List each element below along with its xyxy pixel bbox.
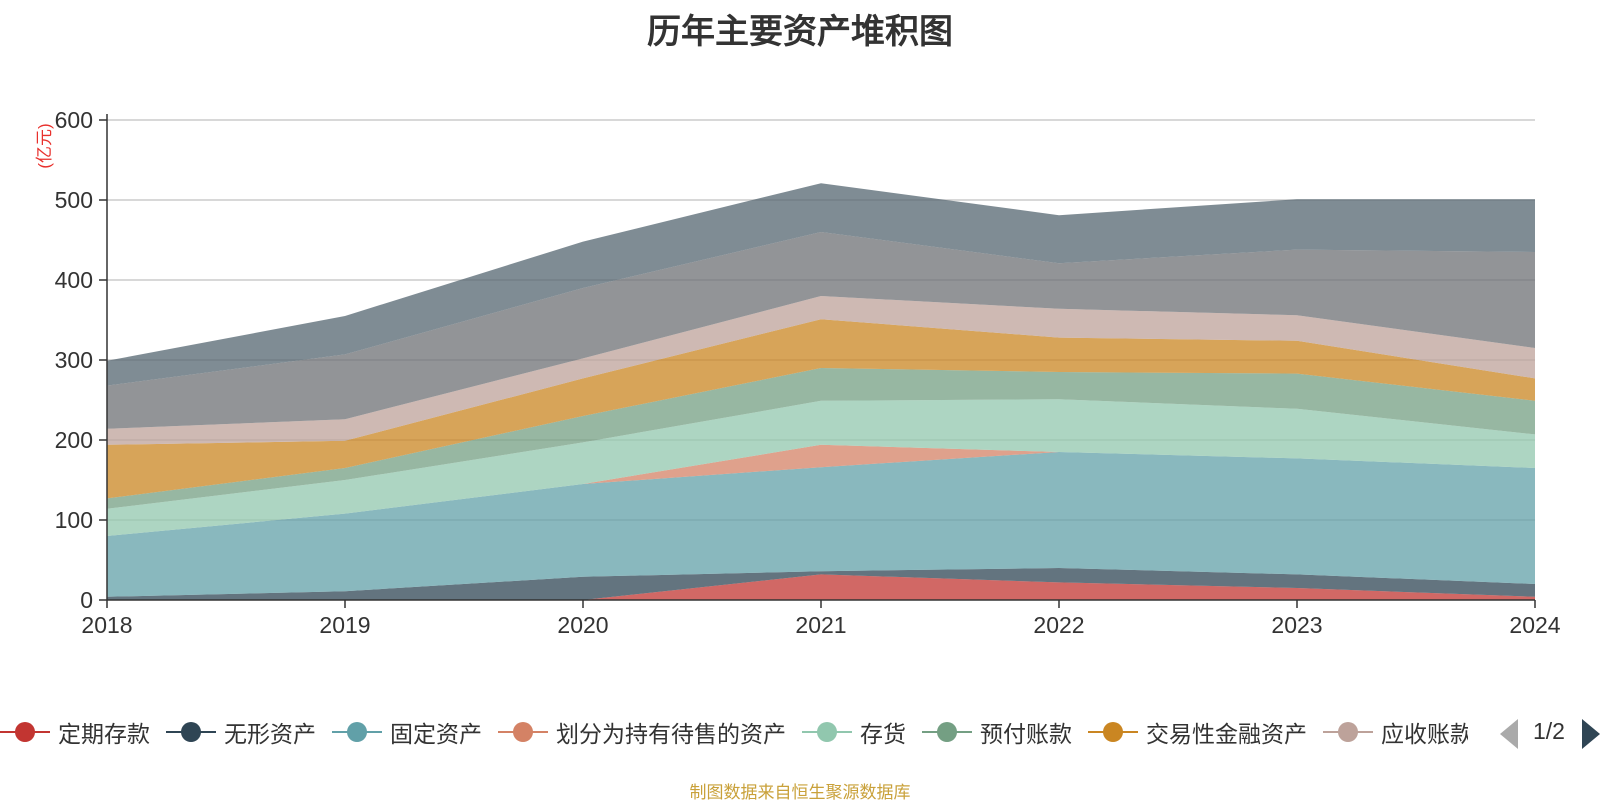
- area-series-8: [107, 232, 1535, 429]
- legend-item-label: 应收账款: [1381, 721, 1468, 747]
- area-series-3: [107, 444, 1535, 536]
- x-tick-label: 2019: [319, 612, 370, 638]
- area-series-2: [107, 452, 1535, 597]
- x-tick-label: 2024: [1509, 612, 1560, 638]
- y-tick-label: 400: [55, 267, 93, 293]
- x-tick-label: 2018: [81, 612, 132, 638]
- area-series-6: [107, 319, 1535, 499]
- legend-page-indicator: 1/2: [1533, 718, 1565, 744]
- legend-item-label: 定期存款: [58, 721, 150, 747]
- legend-item[interactable]: 预付账款: [922, 715, 1072, 749]
- circle-marker-icon: [0, 722, 50, 742]
- legend-item[interactable]: 无形资产: [166, 715, 316, 749]
- x-tick-label: 2023: [1271, 612, 1322, 638]
- y-tick-label: 600: [55, 107, 93, 133]
- legend-viewport: 定期存款 无形资产 固定资产 划分为持有待售的资产 存货 预付账款 交易性金融资产 应收账款: [0, 712, 1468, 752]
- y-tick-label: 200: [55, 427, 93, 453]
- y-tick-label: 0: [80, 587, 93, 613]
- data-source-note: 制图数据来自恒生聚源数据库: [689, 783, 911, 802]
- y-unit-label: (亿元): [35, 123, 54, 168]
- x-tick-label: 2022: [1033, 612, 1084, 638]
- legend-item-label: 交易性金融资产: [1146, 721, 1307, 747]
- circle-marker-icon: [1323, 722, 1373, 742]
- circle-marker-icon: [332, 722, 382, 742]
- circle-marker-icon: [922, 722, 972, 742]
- x-tick-label: 2020: [557, 612, 608, 638]
- triangle-right-icon[interactable]: [1582, 719, 1600, 749]
- circle-marker-icon: [498, 722, 548, 742]
- circle-marker-icon: [1088, 722, 1138, 742]
- area-series-9: [107, 183, 1535, 386]
- legend-item[interactable]: 划分为持有待售的资产: [498, 715, 786, 749]
- y-tick-label: 300: [55, 347, 93, 373]
- triangle-left-icon[interactable]: [1500, 719, 1518, 749]
- y-tick-label: 100: [55, 507, 93, 533]
- circle-marker-icon: [802, 722, 852, 742]
- legend-pager: 1/2: [1498, 716, 1600, 750]
- area-series-1: [107, 568, 1535, 600]
- chart-title: 历年主要资产堆积图: [647, 13, 953, 51]
- legend-item-label: 划分为持有待售的资产: [556, 721, 786, 747]
- legend-item[interactable]: 交易性金融资产: [1088, 715, 1307, 749]
- legend-item-label: 存货: [860, 721, 906, 747]
- y-tick-label: 500: [55, 187, 93, 213]
- area-series-7: [107, 296, 1535, 445]
- legend-item[interactable]: 应收账款: [1323, 715, 1468, 749]
- legend-item[interactable]: 定期存款: [0, 715, 150, 749]
- area-series-4: [107, 399, 1535, 536]
- legend-item-label: 无形资产: [224, 721, 316, 747]
- x-tick-label: 2021: [795, 612, 846, 638]
- area-series-0: [107, 574, 1535, 600]
- area-series-5: [107, 368, 1535, 509]
- legend: 定期存款 无形资产 固定资产 划分为持有待售的资产 存货 预付账款 交易性金融资产 应收账款: [0, 712, 1468, 752]
- legend-item-label: 预付账款: [980, 721, 1072, 747]
- legend-item-label: 固定资产: [390, 721, 482, 747]
- circle-marker-icon: [166, 722, 216, 742]
- legend-item[interactable]: 固定资产: [332, 715, 482, 749]
- legend-item[interactable]: 存货: [802, 715, 906, 749]
- stacked-area-chart: 0 100 200 300 400 500 600 2018 2019 2020 2021 2022 2…: [35, 107, 1561, 638]
